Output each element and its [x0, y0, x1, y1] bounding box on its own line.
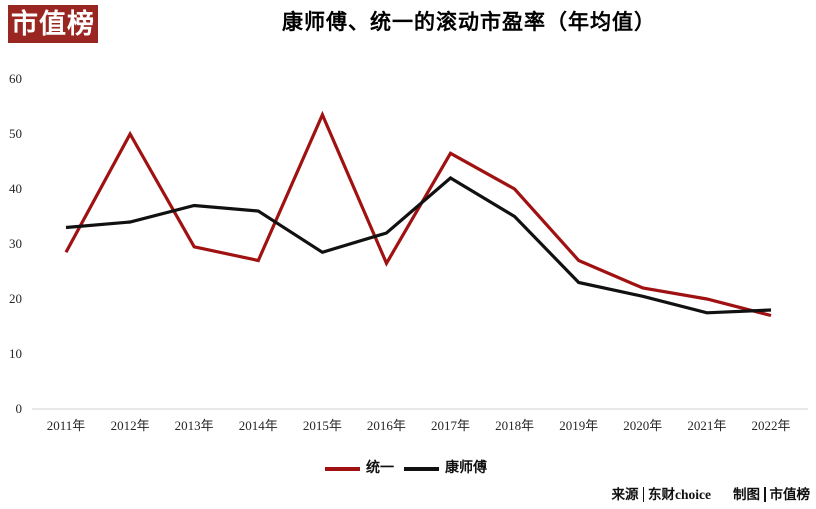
x-tick-label: 2019年 [559, 418, 599, 433]
legend-swatch-kangshifu [404, 467, 439, 471]
footer-credit-label: 制图 [733, 487, 760, 502]
series-line-0 [64, 110, 772, 318]
x-tick-label: 2016年 [366, 418, 406, 433]
series-line-1 [65, 176, 772, 315]
x-tick-label: 2011年 [46, 418, 86, 433]
footer-credit-value: 市值榜 [769, 487, 811, 502]
x-tick-label: 2021年 [687, 418, 727, 433]
legend-label-tongyi: 统一 [366, 461, 394, 476]
footer-source-value: 东财choice [648, 487, 711, 502]
chart-legend: 统一 康师傅 [0, 461, 816, 477]
chart-title: 康师傅、统一的滚动市盈率（年均值） [282, 10, 656, 34]
x-tick-label: 2020年 [623, 418, 663, 433]
brand-logo-text: 市值榜 [11, 8, 95, 39]
legend-swatch-tongyi [325, 467, 360, 471]
footer-source-label: 来源 [611, 487, 639, 502]
legend-label-kangshifu: 康师傅 [445, 461, 487, 476]
x-tick-label: 2014年 [238, 418, 278, 433]
y-tick-label: 30 [9, 236, 22, 251]
y-tick-label: 0 [15, 401, 23, 416]
x-tick-label: 2013年 [174, 418, 214, 433]
x-tick-label: 2017年 [431, 418, 471, 433]
x-tick-label: 2015年 [302, 418, 342, 433]
y-tick-label: 10 [9, 346, 22, 361]
x-tick-label: 2018年 [495, 418, 535, 433]
footer-separator [764, 487, 766, 502]
footer-separator [642, 487, 644, 502]
brand-logo: 市值榜 [8, 5, 98, 43]
y-tick-label: 60 [9, 71, 22, 86]
x-tick-label: 2012年 [110, 418, 150, 433]
footer-credits: 来源 东财choice 制图 市值榜 [611, 486, 811, 503]
y-tick-label: 50 [9, 126, 22, 141]
y-tick-label: 40 [9, 181, 22, 196]
x-tick-label: 2022年 [751, 418, 791, 433]
y-tick-label: 20 [9, 291, 22, 306]
